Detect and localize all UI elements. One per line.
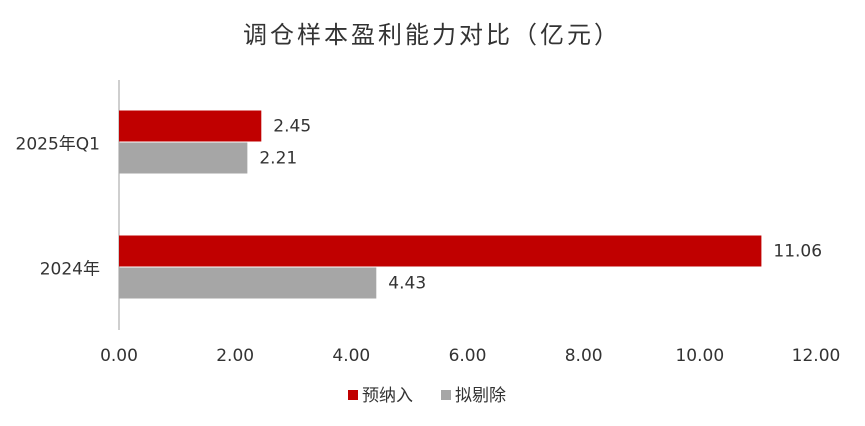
x-tick-label: 0.00 bbox=[100, 346, 138, 366]
x-tick-label: 4.00 bbox=[332, 346, 370, 366]
legend-label: 拟剔除 bbox=[455, 386, 506, 406]
legend-swatch bbox=[348, 390, 358, 400]
bar bbox=[119, 267, 377, 299]
bar bbox=[119, 142, 248, 174]
legend-swatch bbox=[441, 390, 451, 400]
data-label: 4.43 bbox=[388, 274, 426, 294]
legend-label: 预纳入 bbox=[362, 386, 413, 406]
y-tick-label: 2024年 bbox=[40, 260, 100, 280]
x-tick-label: 8.00 bbox=[565, 346, 603, 366]
x-tick-label: 2.00 bbox=[216, 346, 254, 366]
data-label: 2.21 bbox=[259, 149, 297, 169]
x-tick-label: 10.00 bbox=[675, 346, 724, 366]
x-tick-label: 6.00 bbox=[449, 346, 487, 366]
bar bbox=[119, 235, 762, 267]
data-label: 2.45 bbox=[273, 117, 311, 137]
x-tick-label: 12.00 bbox=[792, 346, 841, 366]
bar bbox=[119, 110, 262, 142]
data-label: 11.06 bbox=[773, 242, 822, 262]
chart-title: 调仓样本盈利能力对比（亿元） bbox=[243, 21, 621, 49]
y-tick-label: 2025年Q1 bbox=[16, 135, 100, 155]
